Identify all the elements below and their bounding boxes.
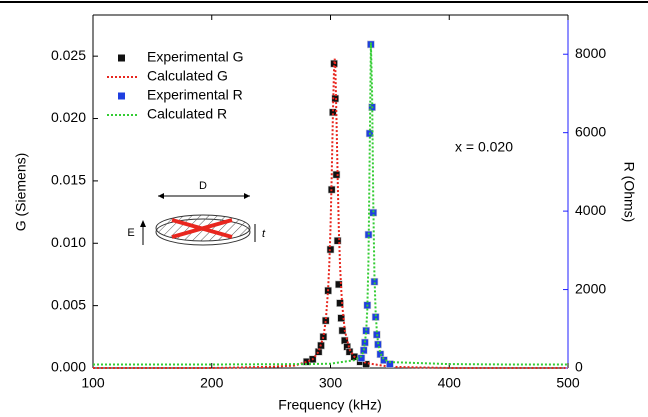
data-point <box>357 354 366 362</box>
data-point <box>370 277 379 286</box>
data-point <box>335 280 343 289</box>
data-point <box>329 108 337 117</box>
y2-tick-label: 8000 <box>575 45 606 61</box>
calculated-line <box>93 58 568 369</box>
x-axis-label: Frequency (kHz) <box>278 397 381 413</box>
x-tick-label: 500 <box>556 375 580 391</box>
legend-label: Calculated R <box>147 106 227 122</box>
sample-diagram: D E t <box>127 180 266 246</box>
x-tick-label: 200 <box>200 375 224 391</box>
y2-tick-label: 4000 <box>575 202 606 218</box>
calculated-line <box>93 42 568 366</box>
y-tick-label: 0.005 <box>51 296 86 312</box>
y-tick-label: 0.020 <box>51 109 86 125</box>
data-point <box>332 170 341 179</box>
data-point <box>333 236 342 245</box>
x-tick-label: 100 <box>81 375 105 391</box>
y2-axis-label: R (Ohms) <box>621 162 637 223</box>
y2-tick-label: 2000 <box>575 280 606 296</box>
legend-label: Experimental G <box>147 49 243 65</box>
y-tick-label: 0.000 <box>51 359 86 375</box>
inset-label: E <box>127 227 134 239</box>
y-tick-label: 0.010 <box>51 234 86 250</box>
data-point <box>386 360 394 368</box>
annotation: x = 0.020 <box>455 139 513 155</box>
x-tick-label: 400 <box>438 375 462 391</box>
data-point <box>337 314 345 322</box>
inset-label: D <box>199 180 207 192</box>
legend-label: Calculated G <box>147 68 228 84</box>
electrode-path <box>171 218 233 239</box>
y-tick-label: 0.015 <box>51 172 86 188</box>
data-point <box>338 326 347 335</box>
legend-swatch <box>118 92 125 100</box>
y-axis-label: G (Siemens) <box>13 153 29 232</box>
data-point <box>336 299 344 307</box>
y2-tick-label: 6000 <box>575 123 606 139</box>
data-point <box>345 347 354 356</box>
arrowhead <box>140 220 146 227</box>
inset-label: t <box>262 228 266 240</box>
data-point <box>371 313 380 321</box>
data-point <box>374 340 382 349</box>
x-tick-label: 300 <box>319 375 343 391</box>
legend-label: Experimental R <box>147 87 243 103</box>
legend-swatch <box>118 54 125 62</box>
y2-tick-label: 0 <box>575 359 583 375</box>
y-tick-label: 0.025 <box>51 47 86 63</box>
